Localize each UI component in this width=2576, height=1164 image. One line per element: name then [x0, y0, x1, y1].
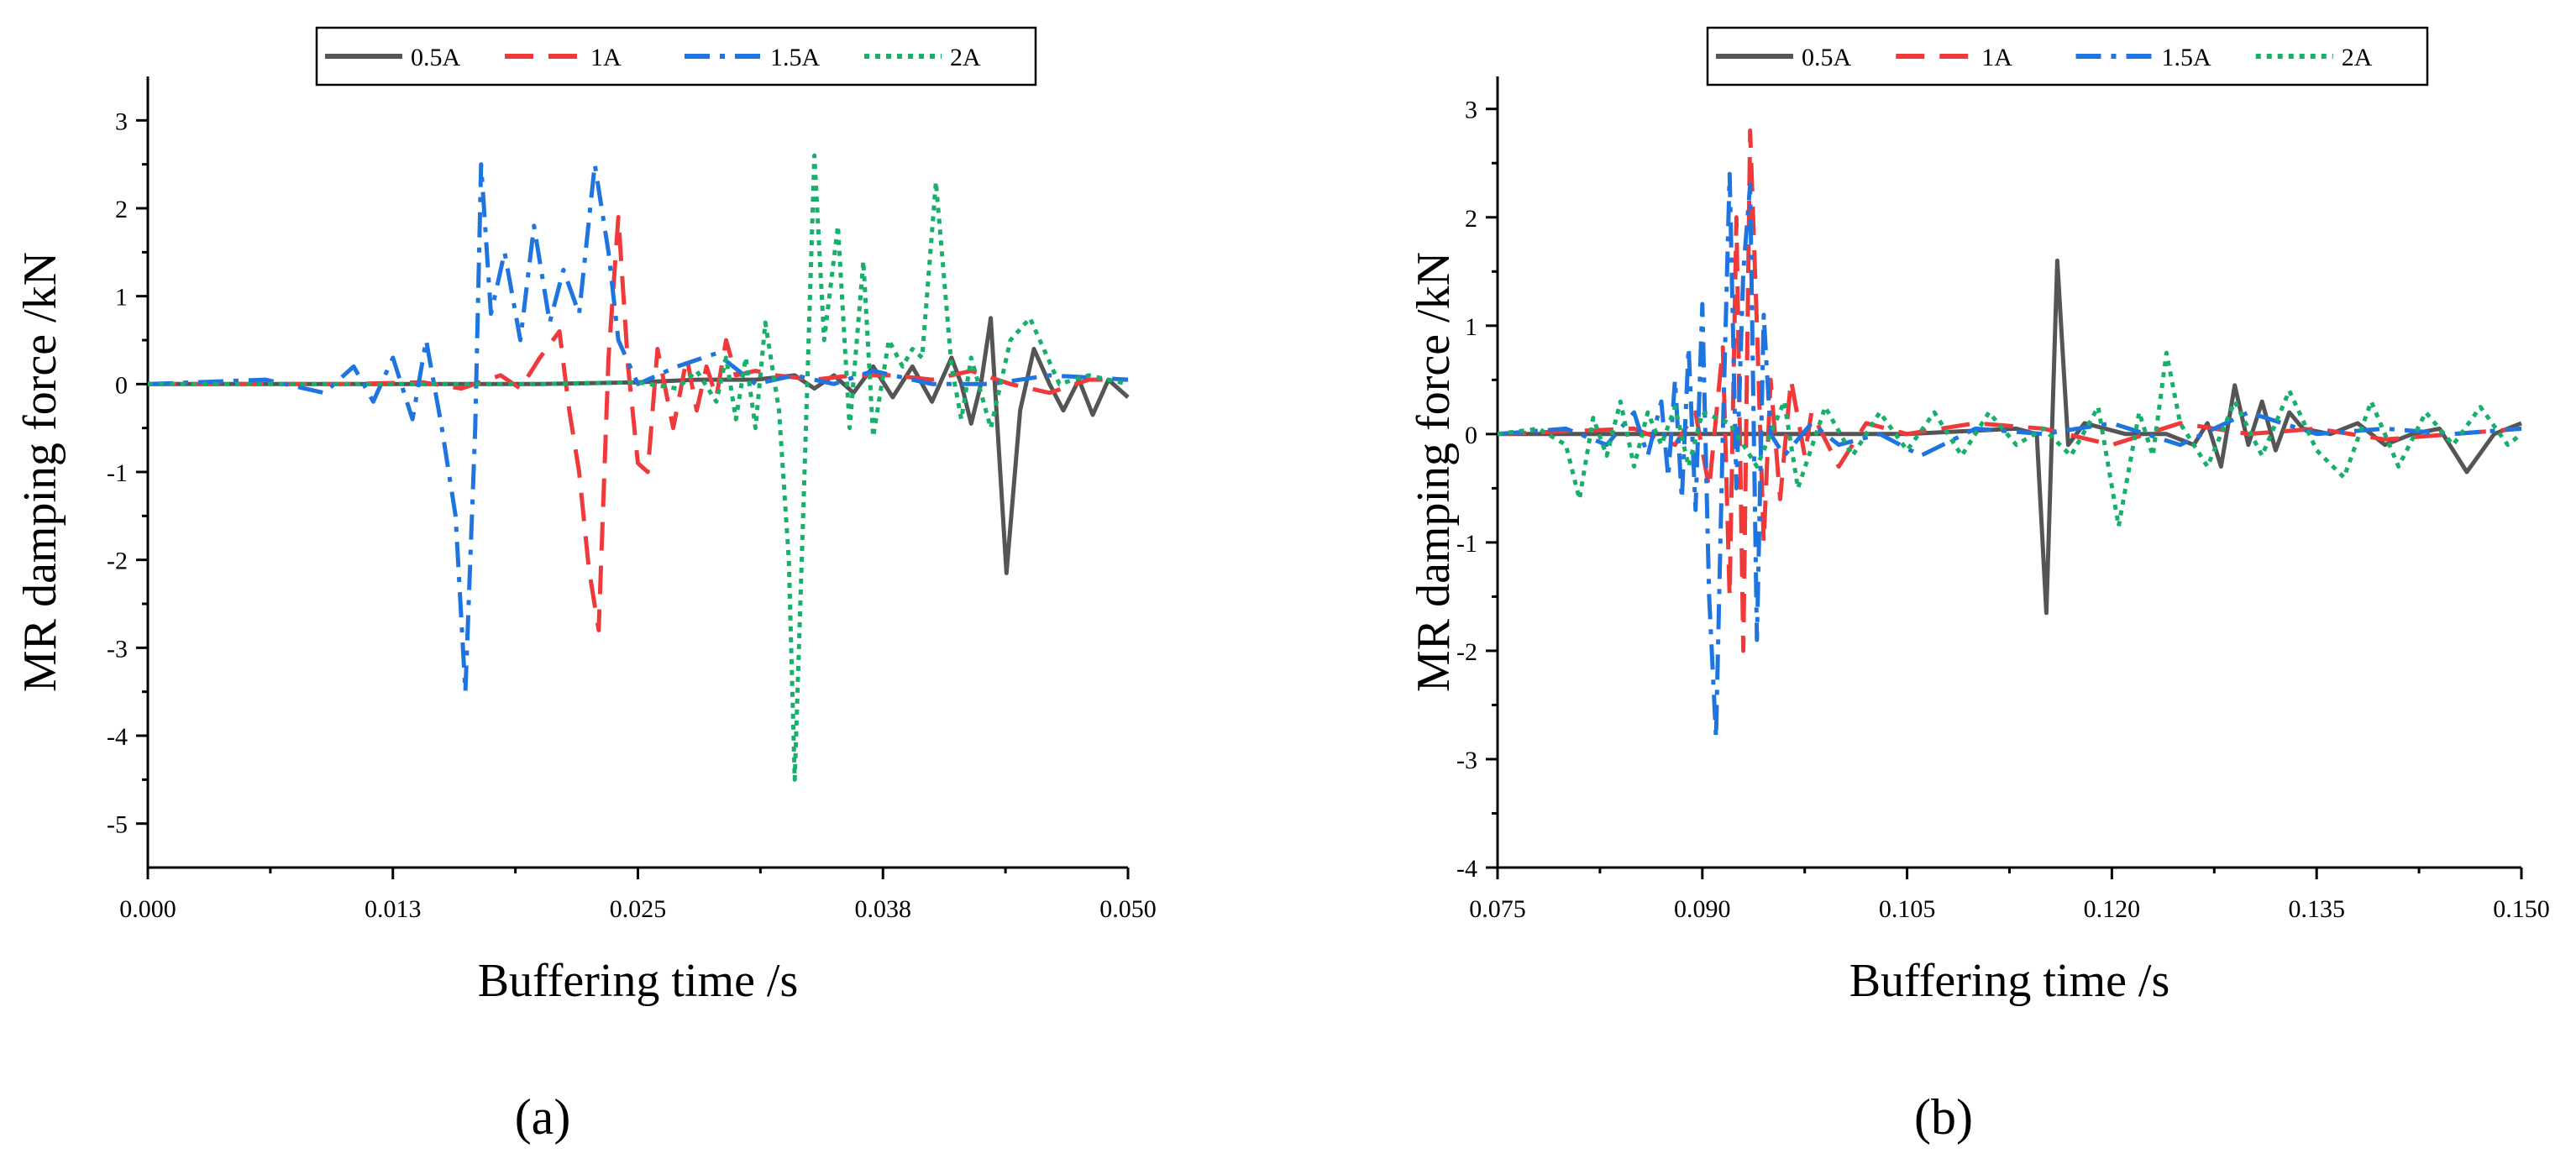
x-tick-label: 0.120 [2084, 895, 2141, 923]
series-line-1p5A [148, 162, 1129, 695]
y-tick-label: 1 [115, 284, 128, 312]
y-tick-label: 3 [115, 107, 128, 135]
x-tick-label: 0.090 [1674, 895, 1731, 923]
y-tick-label: 2 [115, 196, 128, 223]
y-tick-label: 0 [1465, 422, 1477, 449]
y-tick-label: -4 [107, 723, 128, 751]
panel-label-b: (b) [1914, 1089, 1973, 1145]
series-line-2A [1498, 350, 2523, 528]
x-tick-label: 0.150 [2493, 895, 2550, 923]
plot-area [148, 153, 1130, 782]
series-line-0p5A [148, 316, 1130, 575]
y-tick-label: -2 [1456, 638, 1477, 666]
y-tick-label: -2 [107, 548, 128, 575]
legend-label-2A: 2A [2342, 44, 2373, 71]
y-tick-label: 1 [1465, 313, 1477, 341]
y-tick-label: 0 [115, 371, 128, 399]
x-tick-label: 0.000 [119, 895, 176, 923]
plot-area [1498, 128, 2523, 740]
chart-a: -5 -4 -3 -2 -1 0 1 2 3 0.000 0.013 0.025 0.038 0.050 B… [14, 26, 1157, 1007]
y-tick-label: -5 [107, 811, 128, 839]
y-tick-label: -4 [1456, 855, 1477, 883]
legend-label-0p5A: 0.5A [411, 44, 461, 71]
x-tick-label: 0.135 [2288, 895, 2345, 923]
chart-b: -4 -3 -2 -1 0 1 2 3 0.075 0.090 0.105 0.120 0.135 0.1… [1408, 26, 2550, 1007]
y-tick-label: -3 [1456, 747, 1477, 774]
x-tick-label: 0.013 [365, 895, 422, 923]
series-line-1A [1498, 128, 2522, 653]
panel-label-a: (a) [515, 1089, 571, 1145]
series-line-2A [148, 153, 1129, 782]
legend-label-1p5A: 1.5A [770, 44, 821, 71]
legend-box [315, 26, 1037, 87]
x-tick-label: 0.075 [1469, 895, 1526, 923]
y-axis-title: MR damping force /kN [1408, 252, 1460, 692]
x-axis-title: Buffering time /s [1849, 955, 2170, 1007]
legend-label-0p5A: 0.5A [1802, 44, 1852, 71]
legend-label-1p5A: 1.5A [2162, 44, 2212, 71]
y-tick-label: 2 [1465, 205, 1477, 233]
y-tick-label: 3 [1465, 97, 1477, 124]
legend-label-2A: 2A [950, 44, 981, 71]
y-tick-label: -1 [107, 459, 128, 487]
y-axis-title: MR damping force /kN [14, 252, 66, 692]
series-line-1p5A [1498, 171, 2522, 740]
legend-box [1706, 26, 2429, 87]
legend: 0.5A 1A 1.5A 2A [1706, 26, 2429, 87]
x-tick-label: 0.105 [1879, 895, 1936, 923]
legend: 0.5A 1A 1.5A 2A [315, 26, 1037, 87]
x-tick-label: 0.025 [610, 895, 667, 923]
x-axis-title: Buffering time /s [478, 955, 799, 1007]
x-tick-label: 0.038 [855, 895, 912, 923]
x-tick-label: 0.050 [1099, 895, 1157, 923]
legend-label-1A: 1A [1981, 44, 2012, 71]
series-line-1A [148, 215, 1128, 632]
y-tick-label: -3 [107, 635, 128, 663]
legend-label-1A: 1A [590, 44, 622, 71]
y-tick-label: -1 [1456, 530, 1477, 558]
